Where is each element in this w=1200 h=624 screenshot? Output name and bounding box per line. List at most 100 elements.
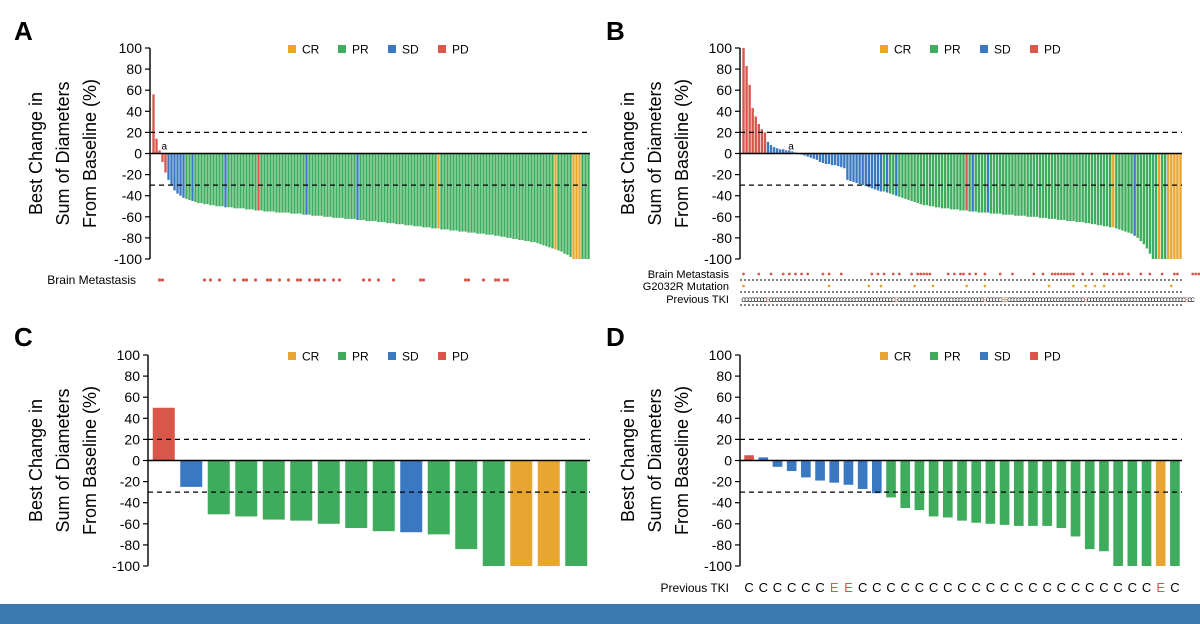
bar [1157, 153, 1161, 259]
bar [910, 153, 913, 201]
row-marker [1172, 272, 1176, 276]
bar [269, 153, 272, 212]
bar [317, 153, 320, 216]
bar [786, 460, 797, 472]
y-tick-label: -20 [120, 474, 140, 490]
bar [584, 153, 587, 259]
row-marker [922, 272, 926, 276]
row-marker [217, 278, 222, 282]
row-marker [391, 278, 396, 282]
bar [1154, 153, 1158, 259]
legend-label-sd: SD [402, 350, 419, 364]
bar [1099, 153, 1103, 226]
tki-letter: C [1126, 298, 1131, 304]
bar [995, 153, 999, 214]
bar [1078, 153, 1081, 223]
bar [855, 153, 858, 184]
tki-letter: C [1117, 298, 1122, 304]
bar [1011, 153, 1014, 215]
tki-letter: C [747, 298, 752, 304]
bar [263, 153, 266, 212]
bar [928, 460, 939, 517]
tki-letter: C [955, 298, 960, 304]
bar [931, 153, 935, 207]
bar [769, 145, 773, 154]
bar [1170, 460, 1180, 566]
bar [173, 153, 176, 191]
row-marker [1160, 272, 1164, 276]
panel-letter: B [606, 16, 625, 46]
bar [368, 153, 371, 222]
tki-letter: C [980, 298, 985, 304]
tki-letter: C [888, 298, 893, 304]
tki-letter: C [870, 298, 875, 304]
tki-letter: C [1014, 580, 1023, 595]
tki-letter: C [1077, 298, 1082, 304]
y-axis-label: From Baseline (%) [80, 79, 100, 228]
tki-letter: C [937, 298, 942, 304]
bar [788, 150, 791, 154]
bar [431, 153, 434, 229]
bar [980, 153, 984, 213]
bar [392, 153, 395, 224]
bar [260, 153, 263, 211]
tki-letter: C [861, 298, 866, 304]
tki-letter: C [741, 298, 746, 304]
tki-letter: C [886, 580, 895, 595]
tki-letter: C [848, 298, 853, 304]
bar [1023, 153, 1026, 216]
row-marker [1041, 272, 1045, 276]
tki-letter: C [1057, 580, 1066, 595]
row-label: G2032R Mutation [643, 281, 729, 293]
bar [852, 153, 855, 182]
tki-letter: C [1151, 298, 1156, 304]
tki-letter: C [1139, 298, 1144, 304]
row-marker [1050, 272, 1054, 276]
legend-label-pd: PD [1044, 43, 1061, 57]
tki-letter: C [879, 298, 884, 304]
bar [965, 153, 968, 211]
legend-swatch-sd [388, 45, 396, 53]
row-marker [1139, 272, 1143, 276]
bar [1008, 153, 1011, 215]
bar [1121, 153, 1124, 231]
tki-letter: C [827, 298, 832, 304]
tki-letter: C [1105, 298, 1110, 304]
bar [180, 460, 203, 487]
bar [919, 153, 922, 205]
bar [1179, 153, 1182, 259]
legend-swatch-sd [388, 352, 396, 360]
tki-letter: E [1156, 580, 1165, 595]
legend-label-cr: CR [894, 350, 912, 364]
tki-letter: C [1129, 298, 1134, 304]
bar [482, 460, 505, 566]
bar [879, 153, 883, 192]
legend-label-pr: PR [944, 43, 961, 57]
legend-swatch-pd [1030, 352, 1038, 360]
bar [575, 153, 578, 259]
row-marker [376, 278, 381, 282]
bar [937, 153, 941, 208]
bar [829, 460, 840, 483]
legend-label-pd: PD [452, 350, 469, 364]
bottom-band [0, 604, 1200, 624]
tki-letter: C [1128, 580, 1137, 595]
bar [1084, 460, 1095, 550]
tki-letter: C [1169, 298, 1174, 304]
bar [233, 153, 236, 209]
y-tick-label: 20 [126, 124, 142, 140]
bar [404, 153, 407, 226]
bar [207, 460, 230, 515]
bar [455, 460, 478, 550]
bar [1060, 153, 1063, 220]
row-marker [322, 278, 327, 282]
tki-letter: C [781, 298, 786, 304]
bar [898, 153, 901, 197]
bar [161, 153, 164, 162]
row-marker [337, 278, 342, 282]
bar [371, 153, 374, 222]
tki-letter: C [842, 298, 847, 304]
bar [482, 153, 485, 234]
y-tick-label: -20 [712, 167, 732, 183]
bar [985, 460, 996, 524]
